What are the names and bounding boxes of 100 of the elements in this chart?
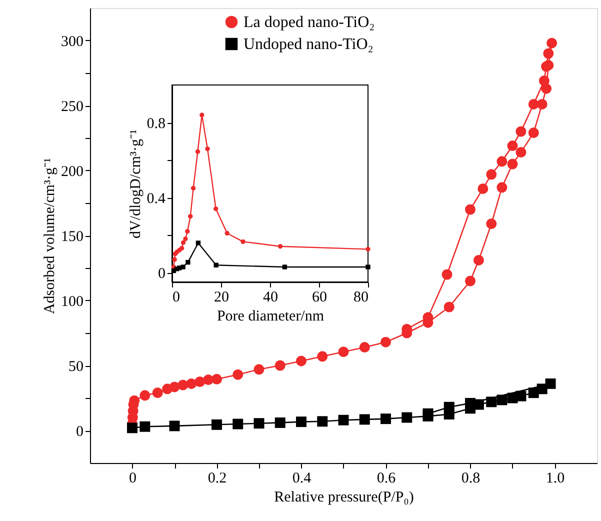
point	[212, 374, 222, 384]
point	[516, 126, 526, 137]
point	[254, 364, 264, 375]
point	[496, 156, 508, 167]
point	[195, 149, 200, 154]
point	[317, 416, 328, 427]
point	[214, 262, 218, 268]
point	[296, 416, 306, 428]
y-tick-label: 50	[68, 359, 84, 375]
point	[194, 376, 206, 387]
point	[538, 76, 550, 86]
point	[183, 236, 188, 242]
point	[545, 378, 556, 389]
x-tick-label: 1.0	[546, 470, 565, 486]
point	[296, 356, 306, 366]
point	[486, 218, 497, 230]
point	[186, 260, 190, 265]
point	[359, 414, 370, 425]
y-tick-label: 0	[76, 424, 84, 440]
point	[169, 382, 180, 392]
point	[214, 206, 218, 212]
point	[380, 414, 391, 424]
point	[190, 186, 196, 191]
y-tick-label: 250	[61, 99, 84, 115]
x-tick-label: 20	[214, 290, 229, 306]
point	[546, 38, 558, 48]
point	[274, 417, 286, 428]
y-tick-label: 100	[61, 294, 84, 310]
point	[172, 257, 177, 262]
x-tick-label: 0	[172, 290, 180, 306]
point	[338, 414, 349, 426]
point	[528, 128, 539, 138]
point	[232, 418, 244, 430]
point	[200, 112, 204, 118]
point	[380, 336, 391, 348]
point	[516, 390, 526, 402]
point	[543, 48, 554, 59]
point	[152, 388, 163, 398]
point	[282, 264, 288, 270]
point	[127, 422, 138, 434]
point	[473, 254, 484, 266]
y-tick-label: 0.8	[146, 116, 166, 132]
point	[359, 342, 370, 353]
point	[240, 239, 246, 244]
point	[486, 396, 497, 408]
point	[528, 98, 539, 110]
point	[180, 240, 186, 245]
point	[444, 402, 454, 412]
legend-label: Undoped nano-TiO₂	[244, 36, 374, 53]
point	[444, 302, 454, 312]
x-tick-label: 40	[263, 290, 278, 306]
point	[507, 158, 518, 170]
point	[205, 146, 210, 152]
point	[188, 214, 193, 219]
point	[224, 230, 230, 236]
point	[536, 384, 548, 394]
point	[442, 269, 452, 280]
x-tick-label: 0.8	[461, 470, 480, 486]
x-tick-label: 0.2	[208, 470, 227, 486]
point	[486, 169, 497, 180]
point	[185, 229, 190, 234]
point	[212, 419, 222, 430]
point	[140, 421, 150, 432]
x-tick-label: 80	[354, 290, 368, 306]
point	[180, 264, 186, 270]
y-axis-title: Adsorbed volume/cm³·g⁻¹	[42, 158, 58, 314]
point	[465, 276, 476, 286]
point	[465, 204, 476, 215]
x-tick-label: 0	[129, 470, 136, 486]
y-tick-label: 0.4	[146, 191, 166, 208]
y-axis-title: dV/dlogD/cm³·g⁻¹	[128, 130, 144, 238]
point	[516, 147, 526, 158]
point	[179, 246, 184, 251]
point	[366, 264, 370, 270]
x-tick-label: 60	[312, 290, 327, 306]
point	[338, 346, 349, 358]
point	[496, 182, 508, 193]
point	[422, 408, 434, 419]
point	[366, 246, 370, 252]
legend-label: La doped nano-TiO₂	[244, 14, 375, 31]
point	[507, 140, 518, 152]
y-tick-label: 200	[61, 164, 84, 180]
y-tick-label: 150	[61, 229, 84, 245]
point	[254, 418, 264, 429]
y-tick-label: 0	[158, 266, 166, 282]
x-tick-label: 0.4	[292, 470, 312, 486]
point	[317, 351, 328, 362]
point	[196, 240, 201, 246]
point	[232, 369, 244, 380]
x-tick-label: 0.6	[376, 470, 396, 486]
point	[478, 183, 488, 194]
x-axis-title: Relative pressure(P/P₀)	[274, 490, 414, 506]
point	[278, 244, 283, 249]
point	[496, 394, 508, 406]
point	[140, 390, 150, 401]
point	[402, 412, 412, 423]
x-axis-title: Pore diameter/nm	[216, 308, 324, 324]
point	[169, 420, 180, 432]
point	[274, 360, 286, 371]
y-tick-label: 300	[61, 34, 84, 50]
